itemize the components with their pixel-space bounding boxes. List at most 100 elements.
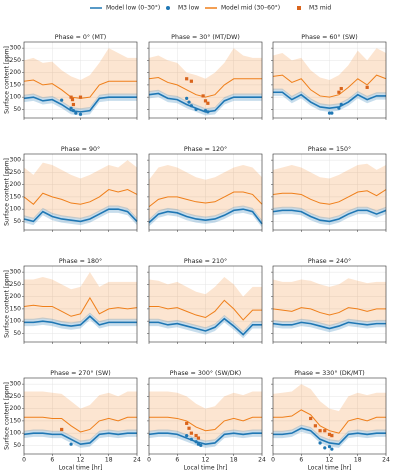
m3-low-point [69, 106, 73, 110]
x-tick-label: 24 [382, 457, 390, 464]
panel-frame [23, 377, 138, 455]
y-tick-label: 100 [10, 430, 22, 437]
m3-mid-point [187, 426, 191, 430]
low-band [149, 315, 262, 339]
m3-low-point [337, 106, 341, 110]
m3-low-point [185, 96, 189, 100]
y-tick-label: 50 [13, 218, 21, 225]
m3-mid-point [194, 434, 198, 438]
panel-title: Phase = 300° (SW/DK) [170, 369, 242, 377]
m3-mid-point [318, 429, 322, 433]
x-tick-label: 0 [147, 457, 151, 464]
low-line [273, 91, 386, 110]
panel-frame [272, 153, 387, 231]
legend-label: M3 low [178, 5, 199, 12]
m3-low-point [327, 445, 332, 449]
m3-mid-point [196, 436, 201, 440]
panel-frame [272, 265, 387, 343]
mid-band [149, 391, 262, 442]
x-tick-label: 12 [202, 457, 210, 464]
m3-low-point [60, 98, 64, 102]
x-tick-label: 0 [271, 457, 275, 464]
low-line [148, 432, 262, 446]
y-tick-label: 200 [10, 293, 22, 300]
low-line [24, 315, 137, 327]
m3-mid-point [78, 95, 83, 99]
mid-band [273, 163, 386, 219]
mid-line [23, 189, 138, 205]
mid-band [24, 272, 137, 324]
low-band [24, 312, 137, 330]
m3-mid-point [339, 86, 343, 91]
legend-label: Model low (0–30°) [106, 5, 160, 12]
m3-mid-point [201, 94, 205, 98]
low-line [23, 96, 137, 113]
y-tick-label: 100 [10, 94, 22, 101]
y-tick-label: 250 [10, 169, 22, 176]
m3-mid-point [60, 427, 64, 432]
m3-low-point [78, 112, 83, 116]
panel-frame [23, 41, 138, 119]
panel-title: Phase = 120° [184, 145, 227, 153]
low-band [24, 205, 137, 226]
y-tick-label: 50 [13, 106, 21, 113]
m3-mid-point [185, 421, 189, 425]
m3-mid-point [189, 79, 193, 83]
low-line [273, 427, 386, 446]
y-tick-label: 300 [10, 381, 22, 388]
panel-frame [148, 377, 263, 455]
mid-line [149, 416, 262, 432]
y-tick-label: 200 [10, 69, 22, 76]
mid-line [272, 307, 386, 316]
legend-marker [166, 6, 170, 10]
mid-band [149, 277, 262, 333]
m3-low-point [206, 110, 210, 114]
legend-label: Model mid (30–60°) [221, 5, 280, 12]
mid-band [273, 384, 386, 442]
m3-mid-point [313, 424, 317, 428]
m3-mid-point [206, 101, 210, 105]
panel-title: Phase = 330° (DK/MT) [294, 369, 365, 377]
x-tick-label: 24 [133, 457, 141, 464]
m3-low-point [330, 111, 334, 115]
y-tick-label: 50 [13, 442, 21, 449]
m3-low-point [339, 102, 343, 107]
mid-line [273, 409, 386, 434]
low-band [149, 89, 262, 116]
mid-band [273, 278, 386, 327]
y-tick-label: 150 [10, 81, 22, 88]
y-tick-label: 200 [10, 405, 22, 412]
y-tick-label: 300 [10, 157, 22, 164]
m3-low-point [69, 442, 73, 446]
mid-line [148, 77, 262, 98]
panel-frame [148, 265, 263, 343]
mid-band [149, 165, 262, 222]
y-tick-label: 250 [10, 281, 22, 288]
y-tick-label: 150 [10, 305, 22, 312]
panel-title: Phase = 210° [184, 257, 227, 265]
m3-mid-point [69, 95, 73, 99]
y-tick-label: 100 [10, 318, 22, 325]
m3-low-point [187, 100, 191, 104]
x-tick-label: 12 [77, 457, 85, 464]
x-axis-label: Local time [hr] [59, 465, 103, 472]
y-tick-label: 300 [10, 269, 22, 276]
m3-mid-point [337, 90, 341, 94]
panel-frame [272, 41, 387, 119]
m3-low-point [185, 434, 189, 438]
mid-band [149, 48, 262, 110]
m3-low-point [189, 437, 193, 441]
y-axis-label: Surface content [ppm] [4, 46, 11, 114]
low-line [148, 208, 263, 225]
y-tick-label: 200 [10, 181, 22, 188]
m3-mid-point [330, 434, 334, 438]
mid-band [24, 48, 137, 110]
y-tick-label: 50 [13, 330, 21, 337]
mid-band [24, 391, 137, 442]
y-tick-label: 100 [10, 206, 22, 213]
panel-title: Phase = 0° (MT) [55, 33, 106, 41]
y-tick-label: 150 [10, 417, 22, 424]
low-line [272, 209, 387, 223]
x-tick-label: 18 [105, 457, 113, 464]
